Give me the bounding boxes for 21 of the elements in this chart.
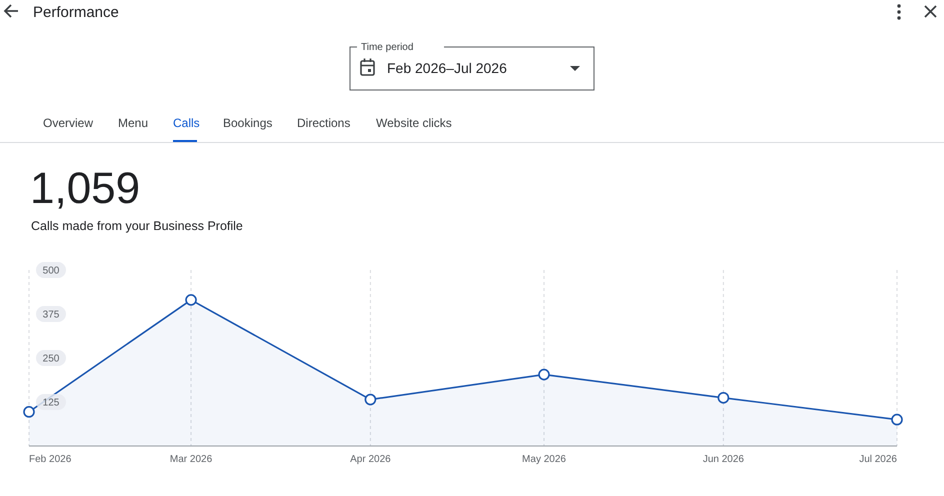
text: Calls (173, 116, 200, 130)
text: Menu (118, 116, 148, 130)
text: Website clicks (376, 116, 452, 130)
text: Bookings (223, 116, 272, 130)
text: Performance (33, 4, 119, 21)
text: Overview (43, 116, 94, 130)
x-tick-label: Mar 2026 (170, 454, 213, 465)
x-tick-label: Jun 2026 (702, 454, 744, 465)
y-tick-label: 125 (42, 398, 60, 408)
x-tick-label: Feb 2026 (29, 454, 72, 465)
text: Time period (361, 42, 414, 53)
chart-subtitle: Calls made from your Business Profile (31, 219, 243, 233)
x-tick-label: Apr 2026 (350, 454, 392, 465)
y-tick-label: 375 (42, 310, 60, 320)
y-tick-label: 250 (42, 354, 60, 364)
text: Feb 2026–Jul 2026 (387, 60, 508, 76)
text: Directions (297, 116, 350, 130)
x-tick-label: Jul 2026 (859, 454, 898, 465)
chart-title: 1,059 (30, 164, 140, 213)
y-tick-label: 500 (42, 266, 60, 276)
x-tick-label: May 2026 (522, 454, 566, 465)
